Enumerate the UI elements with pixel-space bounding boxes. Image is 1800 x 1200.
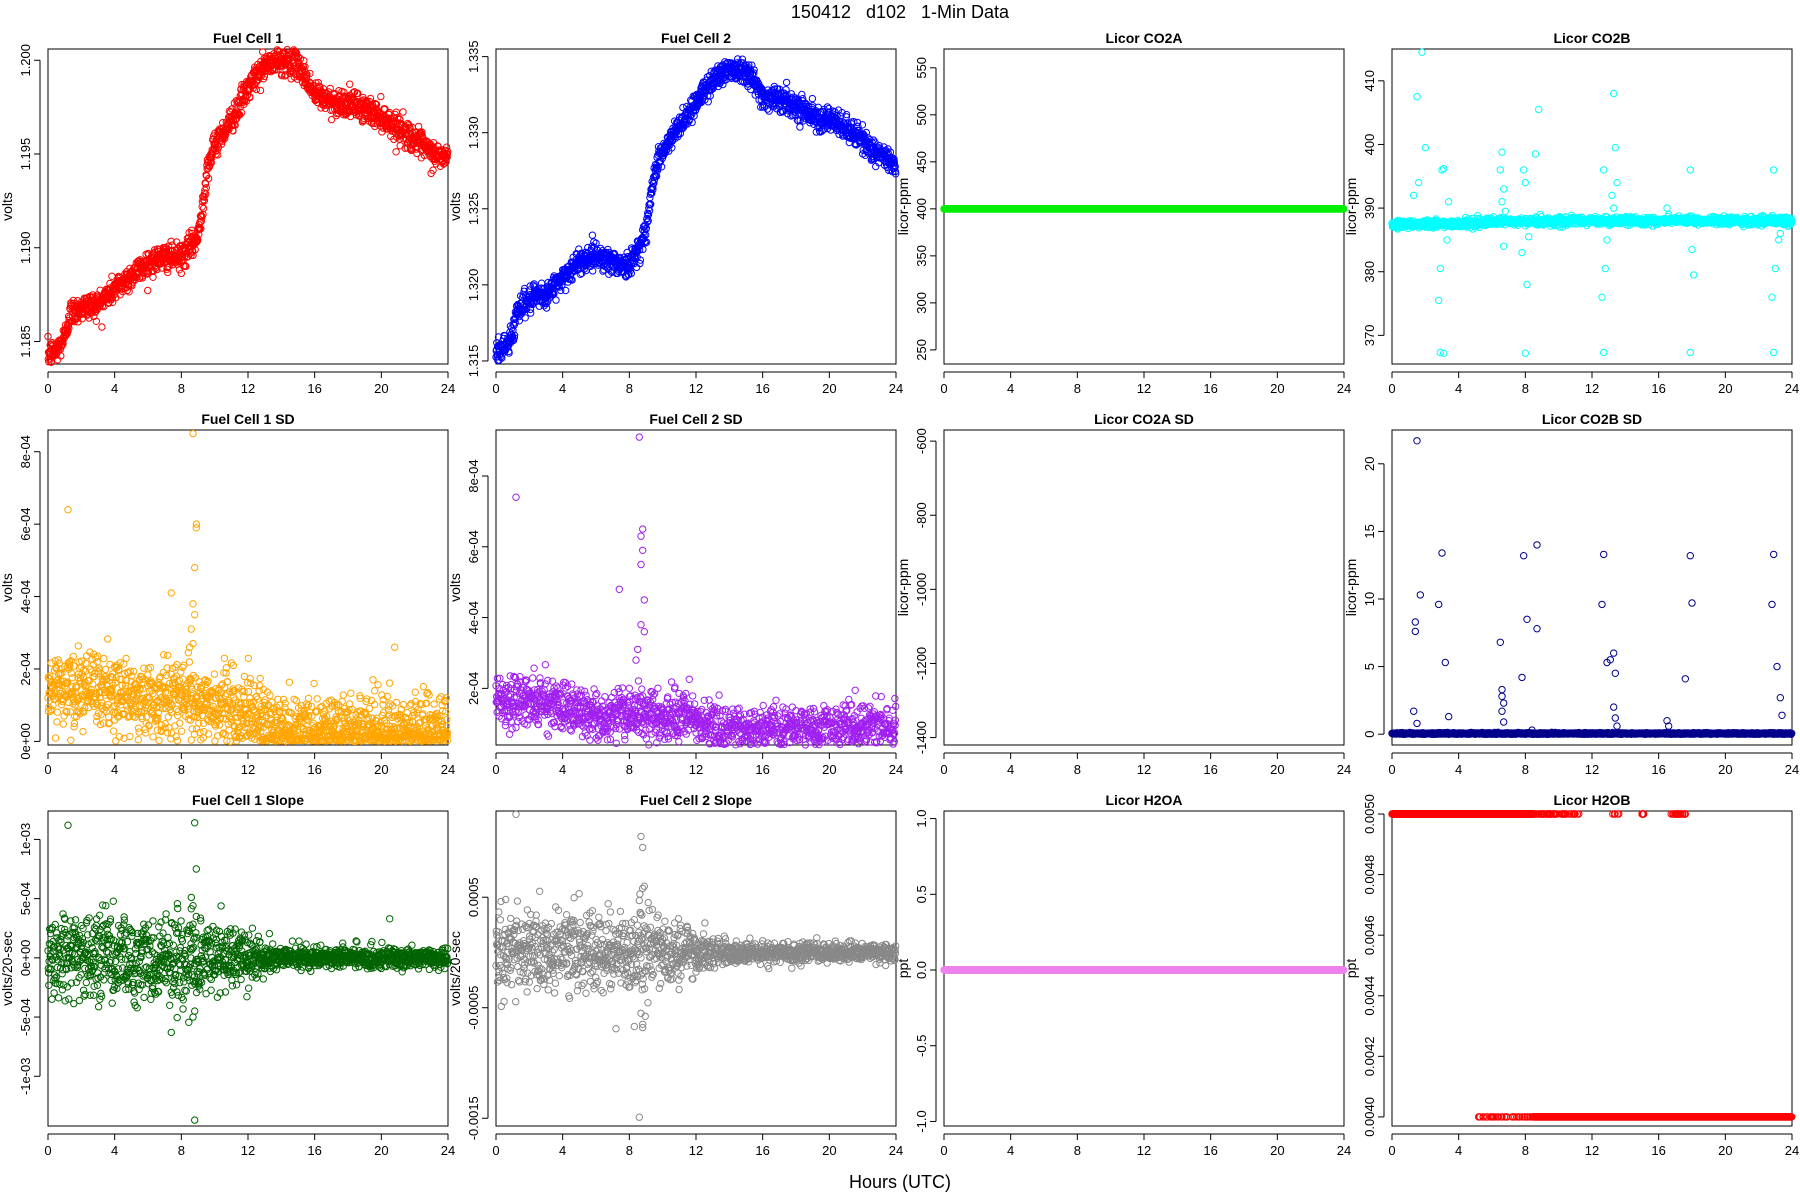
y-tick-label: 1.195 (18, 138, 33, 171)
y-tick-label: 410 (1362, 70, 1377, 92)
data-points (1389, 49, 1795, 356)
data-points (493, 56, 899, 364)
data-point (150, 274, 156, 280)
y-axis: 370 380 390 400 410 (1362, 70, 1384, 346)
data-points (45, 46, 451, 365)
data-point (378, 93, 384, 99)
x-tick-label: 8 (626, 381, 633, 396)
data-point (553, 297, 559, 303)
y-tick-label: 400 (1362, 134, 1377, 156)
x-tick-label: 24 (889, 381, 903, 396)
y-axis-label: licor-ppm (1343, 178, 1359, 236)
x-tick-label: 20 (374, 381, 388, 396)
x-tick-label: 4 (559, 381, 566, 396)
x-tick-label: 12 (689, 381, 703, 396)
panel-fc1: Fuel Cell 1 0 4 8 12 16 20 24 1.185 1.190 1.195 1.2… (0, 30, 455, 396)
panel-co2b: Licor CO2B 0 4 8 12 16 20 24 370 380 390 400 410 lico… (1343, 30, 1799, 396)
y-tick-label: 1.200 (18, 44, 33, 77)
y-axis-label: volts (0, 192, 15, 221)
y-tick-label: 400 (914, 198, 929, 220)
x-axis: 0 4 8 12 16 20 24 (1388, 372, 1799, 396)
panel-title: Licor CO2A (1105, 30, 1182, 46)
data-point (522, 315, 528, 321)
y-tick-label: 450 (914, 151, 929, 173)
data-point (393, 149, 399, 155)
x-tick-label: 20 (822, 381, 836, 396)
data-point (797, 124, 803, 130)
y-tick-label: 370 (1362, 325, 1377, 347)
y-tick-label: 1.185 (18, 325, 33, 358)
x-tick-label: 24 (441, 381, 455, 396)
y-tick-label: 1.320 (466, 269, 481, 302)
y-tick-label: 300 (914, 292, 929, 314)
data-points (941, 206, 1347, 212)
panel-fc2: Fuel Cell 20 4 8 12 16 20 241.3151.3201.3251.3… (447, 30, 903, 396)
y-axis: 1.315 1.320 1.325 1.330 1.335 (466, 40, 488, 377)
x-tick-label: 0 (940, 381, 947, 396)
panel-title: Fuel Cell 2 (661, 30, 731, 46)
x-tick-label: 4 (1455, 381, 1462, 396)
y-axis-label: licor-ppm (895, 178, 911, 236)
x-tick-label: 16 (755, 381, 769, 396)
y-tick-label: 350 (914, 245, 929, 267)
y-axis: 250 300 350 400 450 500 550 (914, 57, 936, 361)
data-point (589, 232, 595, 238)
x-tick-label: 16 (1651, 381, 1665, 396)
x-tick-label: 12 (241, 381, 255, 396)
x-tick-label: 8 (1074, 381, 1081, 396)
x-tick-label: 12 (1137, 381, 1151, 396)
data-point (347, 81, 353, 87)
data-point (528, 310, 534, 316)
x-tick-label: 20 (1270, 381, 1284, 396)
y-axis-label: volts (447, 192, 463, 221)
y-tick-label: 1.315 (466, 345, 481, 378)
x-tick-label: 24 (1337, 381, 1351, 396)
data-point (99, 324, 105, 330)
y-tick-label: 1.335 (466, 40, 481, 73)
x-tick-label: 0 (1388, 381, 1395, 396)
data-point (109, 273, 115, 279)
data-point (809, 95, 815, 101)
panel-co2a: Licor CO2A 0 4 8 12 16 20 24 250 300 350 400 450 500 5… (895, 30, 1351, 396)
x-tick-label: 24 (1785, 381, 1799, 396)
plot-frame (1392, 49, 1792, 364)
data-point (400, 109, 406, 115)
x-tick-label: 8 (1522, 381, 1529, 396)
x-tick-label: 4 (111, 381, 118, 396)
plot-frame (48, 49, 448, 364)
y-tick-label: 380 (1362, 261, 1377, 283)
data-point (783, 79, 789, 85)
y-tick-label: 1.330 (466, 116, 481, 149)
y-tick-label: 500 (914, 104, 929, 126)
x-tick-label: 16 (1203, 381, 1217, 396)
x-tick-label: 20 (1718, 381, 1732, 396)
x-tick-label: 8 (178, 381, 185, 396)
panel-title: Licor CO2B (1553, 30, 1630, 46)
panel-title: Fuel Cell 1 (213, 30, 283, 46)
x-axis: 0 4 8 12 16 20 24 (44, 372, 455, 396)
data-point (145, 287, 151, 293)
data-point (200, 205, 206, 211)
y-tick-label: 550 (914, 57, 929, 79)
x-tick-label: 16 (307, 381, 321, 396)
x-axis: 0 4 8 12 16 20 24 (940, 372, 1351, 396)
y-tick-label: 1.190 (18, 231, 33, 264)
y-tick-label: 390 (1362, 197, 1377, 219)
x-tick-label: 4 (1007, 381, 1014, 396)
x-tick-label: 0 (44, 381, 51, 396)
y-tick-label: 1.325 (466, 193, 481, 226)
x-tick-label: 12 (1585, 381, 1599, 396)
data-point (799, 91, 805, 97)
y-tick-label: 250 (914, 339, 929, 361)
x-axis: 0 4 8 12 16 20 24 (492, 372, 903, 396)
y-axis: 1.185 1.190 1.195 1.200 (18, 44, 40, 358)
x-tick-label: 0 (492, 381, 499, 396)
data-point (257, 87, 263, 93)
